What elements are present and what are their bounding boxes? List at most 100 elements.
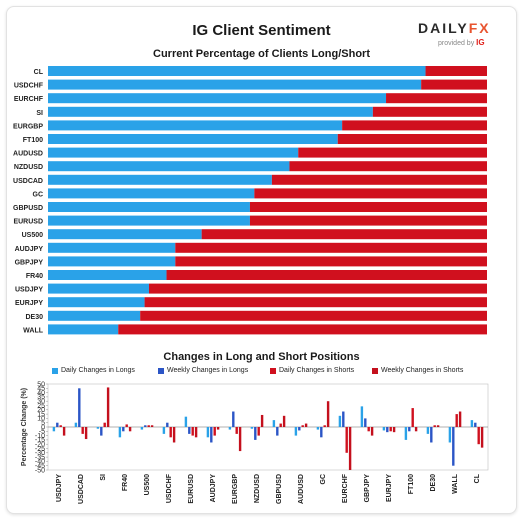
weekly-long-bar (298, 427, 301, 431)
weekly-short-bar (304, 423, 308, 427)
category-label: CL (34, 69, 44, 76)
category-label: WALL (23, 327, 44, 334)
long-bar (48, 310, 141, 321)
x-tick-label: CL (474, 473, 481, 483)
y-tick-label: -5 (39, 429, 45, 436)
long-bar (48, 283, 149, 294)
long-bar (48, 188, 255, 199)
weekly-long-bar (232, 411, 235, 427)
x-tick-label: USDCHF (166, 473, 173, 503)
sentiment-chart-title: Current Percentage of Clients Long/Short (153, 48, 370, 60)
weekly-short-bar (172, 427, 176, 443)
weekly-short-bar (84, 427, 88, 440)
daily-long-bar (52, 427, 56, 432)
long-bar (48, 79, 422, 90)
y-axis-label: Percentage Change (%) (21, 388, 28, 466)
weekly-short-bar (238, 427, 242, 452)
weekly-short-bar (370, 427, 374, 436)
daily-short-bar (147, 425, 150, 427)
legend-label: Weekly Changes in Longs (167, 367, 249, 374)
daily-long-bar (206, 427, 210, 438)
short-bar (148, 283, 487, 294)
x-tick-label: GBPJPY (364, 474, 371, 503)
category-label: USDCHF (14, 83, 44, 90)
brand-ig: IG (476, 38, 485, 47)
short-bar (425, 66, 487, 76)
daily-long-bar (316, 427, 320, 430)
weekly-short-bar (150, 425, 154, 427)
legend-swatch (52, 367, 58, 374)
weekly-short-bar (260, 414, 264, 427)
y-tick-label: -50 (35, 467, 45, 474)
weekly-short-bar (414, 427, 418, 432)
short-bar (254, 188, 487, 199)
y-tick-label: 40 (37, 390, 45, 397)
daily-long-bar (448, 427, 452, 443)
weekly-short-bar (282, 415, 286, 427)
weekly-long-bar (364, 418, 367, 427)
long-bar (48, 120, 343, 131)
legend-weekly-shorts: Weekly Changes in Shorts (372, 367, 463, 374)
y-tick-label: 45 (37, 386, 45, 393)
daily-short-bar (81, 427, 84, 434)
short-bar (249, 202, 487, 212)
weekly-long-bar (320, 427, 323, 438)
short-bar (175, 242, 487, 253)
daily-short-bar (191, 427, 194, 436)
daily-long-bar (162, 427, 166, 434)
legend-swatch (270, 367, 276, 374)
weekly-short-bar (106, 387, 110, 427)
x-tick-label: AUDUSD (298, 474, 305, 504)
x-tick-label: SI (100, 474, 107, 481)
daily-short-bar (323, 425, 326, 427)
legend-label: Daily Changes in Shorts (279, 367, 355, 374)
short-bar (118, 324, 488, 335)
category-label: GBPUSD (13, 205, 43, 212)
weekly-long-bar (78, 388, 81, 427)
changes-chart-title: Changes in Long and Short Positions (163, 351, 360, 363)
long-bar (48, 202, 250, 212)
daily-short-bar (455, 414, 458, 427)
x-tick-label: NZDUSD (254, 474, 261, 503)
short-bar (166, 270, 487, 280)
short-bar (337, 134, 487, 144)
y-tick-label: -15 (35, 437, 45, 444)
x-tick-label: US500 (144, 474, 151, 496)
daily-short-bar (213, 427, 216, 436)
weekly-long-bar (408, 427, 411, 432)
weekly-long-bar (210, 427, 213, 443)
y-tick-label: -30 (35, 450, 45, 457)
category-label: DE30 (25, 314, 43, 321)
category-label: EURCHF (14, 96, 44, 103)
daily-short-bar (103, 422, 106, 427)
legend-swatch (158, 367, 164, 374)
y-tick-label: -40 (35, 459, 45, 466)
x-tick-label: DE30 (430, 474, 437, 492)
short-bar (386, 93, 487, 104)
category-label: NZDUSD (14, 164, 43, 171)
daily-long-bar (118, 427, 122, 438)
daily-short-bar (169, 427, 172, 438)
daily-short-bar (389, 427, 392, 432)
short-bar (140, 310, 487, 321)
page-title: IG Client Sentiment (192, 22, 331, 39)
long-bar (48, 161, 290, 172)
category-label: GC (33, 191, 44, 198)
daily-long-bar (360, 406, 364, 427)
x-tick-label: EURGBP (232, 474, 239, 504)
daily-long-bar (228, 427, 232, 430)
y-tick-label: 50 (37, 381, 45, 388)
short-bar (289, 161, 487, 172)
long-bar (48, 324, 119, 335)
daily-long-bar (404, 427, 408, 440)
x-tick-label: FR40 (122, 474, 129, 491)
y-tick-label: 35 (37, 394, 45, 401)
category-label: AUDUSD (13, 151, 43, 158)
brand-main: DAILY (418, 20, 469, 36)
long-bar (48, 134, 338, 144)
daily-short-bar (433, 425, 436, 427)
daily-long-bar (96, 427, 100, 429)
daily-short-bar (477, 427, 480, 445)
category-label: EURGBP (13, 123, 43, 130)
y-tick-label: -45 (35, 463, 45, 470)
